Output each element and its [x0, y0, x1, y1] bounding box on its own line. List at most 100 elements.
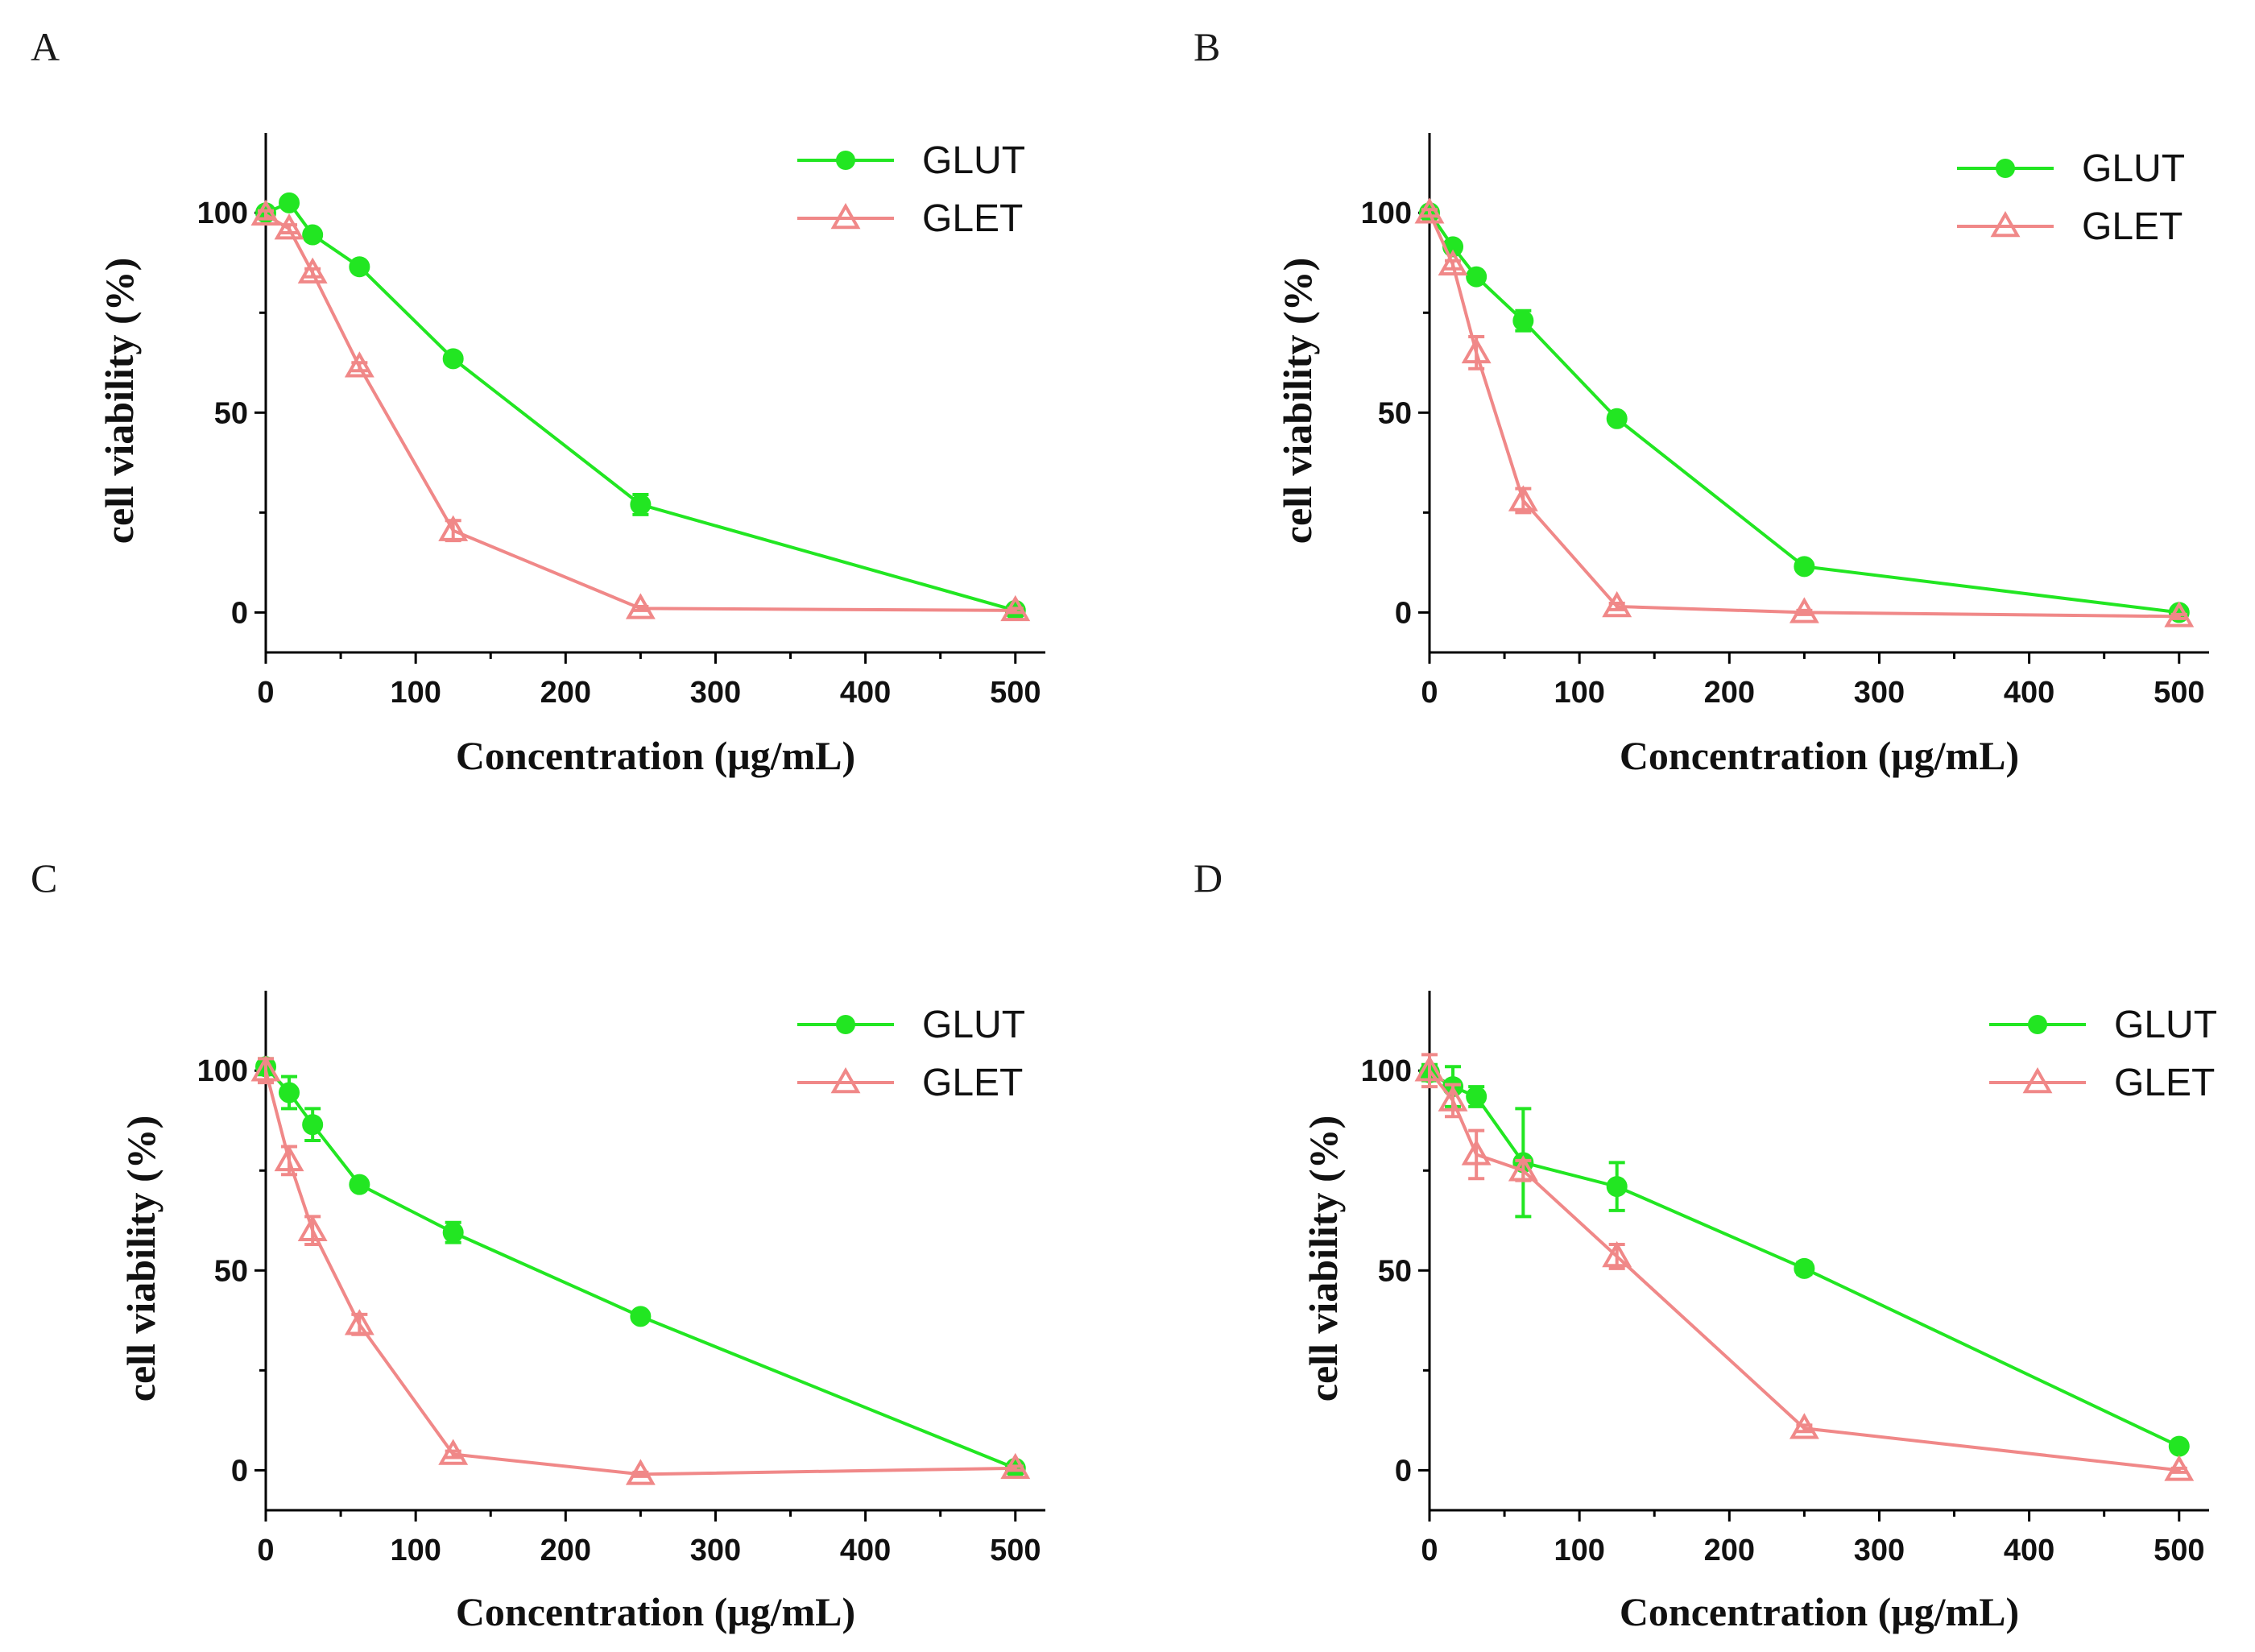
data-point: [1414, 1055, 1445, 1082]
data-point: [1461, 1139, 1492, 1166]
legend-marker: [1990, 210, 2021, 238]
data-point: [1602, 590, 1632, 618]
y-axis-label: cell viability (%): [97, 258, 142, 544]
x-axis-label: Concentration (μg/mL): [456, 733, 855, 778]
data-point: [279, 1082, 300, 1103]
data-point: [302, 1114, 324, 1136]
y-tick-label: 100: [1361, 1054, 1412, 1088]
x-tick-label: 500: [990, 676, 1041, 710]
y-tick-label: 0: [1395, 1454, 1412, 1488]
y-axis-label: cell viability (%): [1301, 1116, 1346, 1402]
panel-letter: B: [1194, 24, 1220, 69]
legend-marker: [836, 151, 855, 170]
x-tick-label: 300: [690, 1534, 741, 1567]
x-tick-label: 300: [690, 676, 741, 710]
chart-panel-b: B 0 100 200 300 400 500 0 50 100 Concentration (μg…: [1194, 24, 2209, 778]
data-point: [349, 256, 370, 278]
data-point: [302, 224, 324, 246]
x-tick-label: 0: [257, 1534, 274, 1567]
legend: GLUT GLET: [797, 139, 1025, 240]
series-line: [265, 201, 1016, 612]
data-point: [1606, 408, 1628, 429]
legend-marker: [2028, 1015, 2047, 1034]
x-tick-label: 400: [2004, 1534, 2054, 1567]
data-point: [344, 1309, 374, 1335]
legend-marker: [830, 202, 861, 230]
legend-label: GLET: [922, 1062, 1023, 1104]
data-point: [1602, 1240, 1632, 1268]
data-point: [349, 1174, 370, 1195]
data-point: [274, 213, 304, 240]
legend: GLUT GLET: [1957, 147, 2185, 248]
data-point: [438, 1439, 469, 1465]
series-glut: [1419, 202, 2190, 623]
legend-marker: [836, 1015, 855, 1034]
y-tick-label: 0: [231, 596, 248, 630]
series-glut: [255, 192, 1026, 621]
y-tick-label: 50: [214, 1254, 248, 1288]
data-point: [1466, 266, 1487, 288]
data-point: [1508, 485, 1538, 511]
x-tick-label: 100: [1554, 1534, 1604, 1567]
data-point: [2164, 601, 2195, 627]
series-glet: [250, 199, 1031, 622]
x-tick-label: 200: [540, 676, 591, 710]
data-point: [1438, 1085, 1468, 1112]
data-point: [2168, 1435, 2190, 1457]
x-tick-label: 300: [1854, 1534, 1905, 1567]
y-axis-label: cell viability (%): [1275, 258, 1320, 544]
panel-letter: C: [31, 855, 57, 901]
y-tick-label: 50: [1378, 1254, 1412, 1288]
data-point: [297, 257, 328, 284]
series-line: [264, 1065, 1016, 1470]
x-tick-label: 400: [840, 1534, 891, 1567]
x-tick-label: 0: [1421, 676, 1438, 710]
legend-label: GLET: [922, 197, 1023, 240]
y-tick-label: 50: [214, 396, 248, 430]
panel-letter: A: [31, 24, 60, 69]
y-tick-label: 0: [231, 1454, 248, 1488]
data-point: [279, 192, 300, 213]
series-glut: [255, 1056, 1026, 1479]
x-tick-label: 400: [2004, 676, 2054, 710]
legend-label: GLUT: [922, 1004, 1025, 1046]
data-point: [1000, 594, 1031, 622]
series-line: [1428, 212, 2180, 615]
data-point: [1466, 1086, 1487, 1108]
x-axis-label: Concentration (μg/mL): [1620, 1589, 2019, 1634]
data-point: [2164, 1455, 2195, 1481]
series-glet: [250, 1055, 1031, 1485]
x-tick-label: 100: [390, 676, 441, 710]
legend: GLUT GLET: [1989, 1004, 2217, 1104]
y-axis-label: cell viability (%): [118, 1116, 163, 1402]
chart-panel-d: D 0 100 200 300 400 500 0 50 100 Concentration (μg…: [1194, 855, 2217, 1634]
x-tick-label: 200: [1704, 1534, 1755, 1567]
y-tick-label: 0: [1395, 596, 1412, 630]
data-point: [1461, 337, 1492, 364]
x-axis-label: Concentration (μg/mL): [456, 1589, 855, 1634]
x-tick-label: 0: [257, 676, 274, 710]
x-axis-label: Concentration (μg/mL): [1620, 733, 2019, 778]
y-tick-label: 100: [197, 1054, 248, 1088]
x-tick-label: 400: [840, 676, 891, 710]
y-tick-label: 50: [1378, 396, 1412, 430]
panel-letter: D: [1194, 855, 1223, 901]
legend-label: GLUT: [2114, 1004, 2217, 1046]
data-point: [274, 1145, 304, 1172]
data-point: [1794, 1257, 1815, 1279]
data-point: [250, 199, 281, 226]
data-point: [1789, 1413, 1819, 1439]
data-point: [1414, 197, 1445, 224]
x-tick-label: 500: [990, 1534, 1041, 1567]
series-line: [1428, 212, 2179, 619]
data-point: [1794, 556, 1815, 578]
y-tick-label: 100: [197, 197, 248, 230]
data-point: [438, 515, 469, 541]
legend-label: GLET: [2082, 205, 2183, 248]
legend-marker: [2022, 1066, 2053, 1094]
data-point: [344, 351, 374, 378]
series-glut: [1419, 1062, 2190, 1457]
x-tick-label: 200: [1704, 676, 1755, 710]
data-point: [1606, 1176, 1628, 1198]
